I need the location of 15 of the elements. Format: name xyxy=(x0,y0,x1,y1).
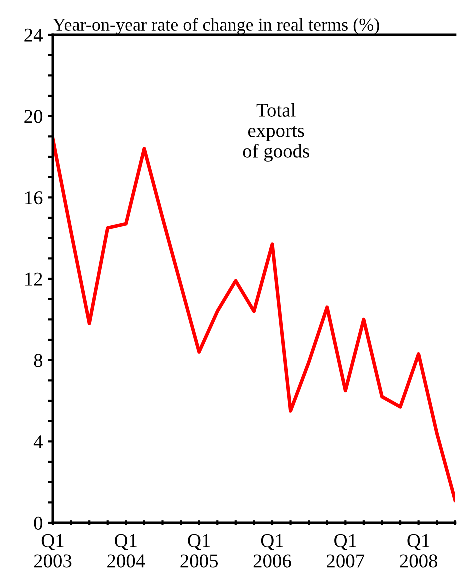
y-tick-label: 4 xyxy=(34,436,43,448)
x-tick-label: Q1 2005 xyxy=(180,534,218,568)
y-tick-label: 12 xyxy=(26,272,42,286)
x-tick-label: Q1 2006 xyxy=(254,534,292,568)
annotation: Total exports of goods xyxy=(243,103,310,162)
y-tick-label: 20 xyxy=(24,110,43,124)
x-tick-label: Q1 2007 xyxy=(327,534,365,568)
y-tick-label: 24 xyxy=(24,28,43,42)
x-tick-label: Q1 2004 xyxy=(108,534,146,568)
chart-title: Year-on-year rate of change in real terms (%) xyxy=(53,18,380,35)
y-tick-label: 8 xyxy=(34,354,43,368)
x-tick-label: Q1 2008 xyxy=(400,534,438,568)
y-tick-label: 0 xyxy=(34,516,43,530)
x-tick-label: Q1 2003 xyxy=(34,534,72,568)
y-tick-label: 16 xyxy=(26,192,43,205)
